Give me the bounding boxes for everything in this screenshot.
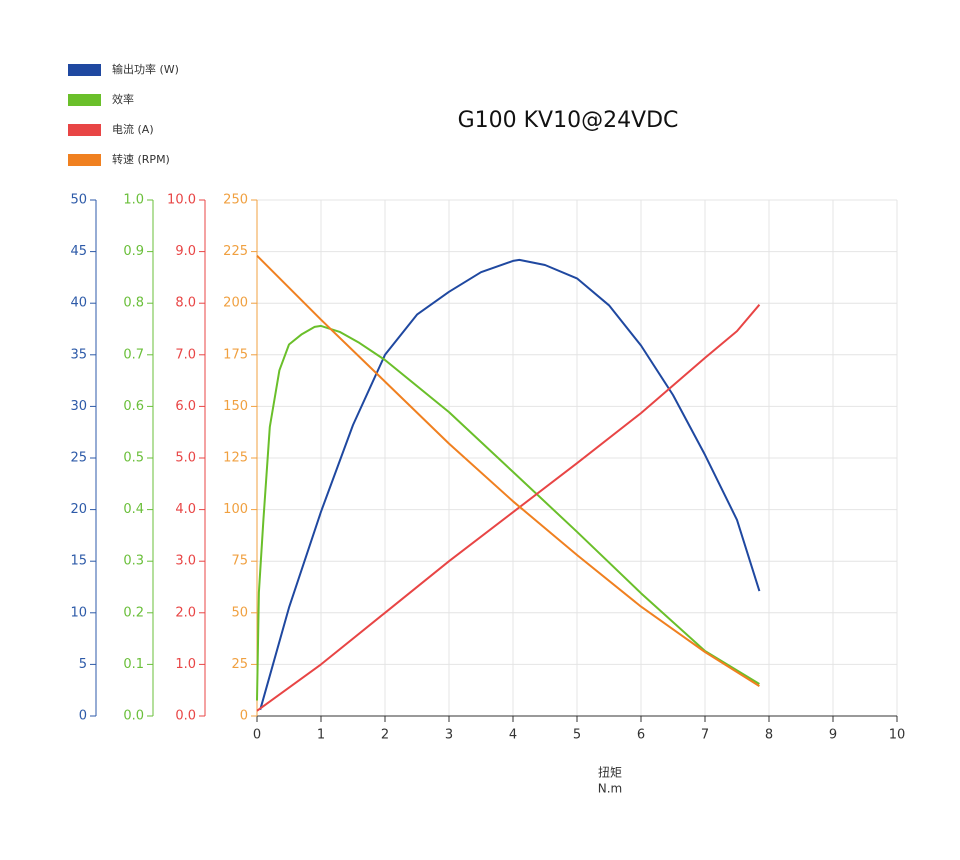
- chart-title: G100 KV10@24VDC: [458, 108, 679, 133]
- y-tick-label: 200: [223, 296, 248, 311]
- y-tick-label: 7.0: [175, 347, 196, 362]
- x-tick-label: 0: [253, 728, 261, 743]
- y-tick-label: 150: [223, 399, 248, 414]
- y-tick-label: 100: [223, 502, 248, 517]
- y-tick-label: 0.3: [123, 554, 144, 569]
- y-tick-label: 25: [70, 451, 87, 466]
- x-axis-label: 扭矩: [598, 766, 622, 780]
- series-line: [256, 304, 761, 712]
- y-tick-label: 20: [70, 502, 87, 517]
- y-tick-label: 0.5: [123, 451, 144, 466]
- legend-label: 电流 (A): [112, 122, 154, 136]
- y-tick-label: 0.9: [123, 244, 144, 259]
- y-tick-label: 0.4: [123, 502, 144, 517]
- y-tick-label: 10.0: [167, 193, 196, 208]
- x-tick-label: 8: [765, 728, 773, 743]
- y-tick-label: 0.8: [123, 296, 144, 311]
- y-tick-label: 45: [70, 244, 87, 259]
- y-tick-label: 0: [240, 709, 248, 724]
- y-tick-label: 0.7: [123, 347, 144, 362]
- series-line: [256, 254, 760, 687]
- y-tick-label: 4.0: [175, 502, 196, 517]
- y-tick-label: 250: [223, 193, 248, 208]
- y-tick-label: 175: [223, 347, 248, 362]
- x-tick-label: 2: [381, 728, 389, 743]
- legend-swatch: [68, 64, 101, 76]
- y-tick-label: 10: [70, 605, 87, 620]
- x-tick-label: 9: [829, 728, 837, 743]
- legend-label: 输出功率 (W): [112, 62, 179, 76]
- y-tick-label: 9.0: [175, 244, 196, 259]
- y-tick-label: 40: [70, 296, 87, 311]
- x-axis-unit: N.m: [598, 782, 622, 796]
- y-tick-label: 5: [79, 657, 87, 672]
- y-tick-label: 0.0: [123, 709, 144, 724]
- y-tick-label: 225: [223, 244, 248, 259]
- y-tick-label: 50: [70, 193, 87, 208]
- y-tick-label: 5.0: [175, 451, 196, 466]
- legend-swatch: [68, 154, 101, 166]
- y-tick-label: 0.0: [175, 709, 196, 724]
- y-tick-label: 2.0: [175, 605, 196, 620]
- y-tick-label: 0: [79, 709, 87, 724]
- y-tick-label: 35: [70, 347, 87, 362]
- series-line: [259, 258, 761, 711]
- y-tick-label: 6.0: [175, 399, 196, 414]
- y-tick-label: 75: [231, 554, 248, 569]
- x-tick-label: 6: [637, 728, 645, 743]
- y-tick-label: 30: [70, 399, 87, 414]
- y-tick-label: 125: [223, 451, 248, 466]
- series-line: [256, 324, 760, 701]
- y-tick-label: 50: [231, 605, 248, 620]
- x-tick-label: 10: [889, 728, 906, 743]
- legend-swatch: [68, 124, 101, 136]
- y-tick-label: 1.0: [123, 193, 144, 208]
- y-tick-label: 8.0: [175, 296, 196, 311]
- legend-label: 效率: [112, 92, 134, 106]
- y-tick-label: 0.1: [123, 657, 144, 672]
- legend-label: 转速 (RPM): [112, 152, 170, 166]
- y-tick-label: 1.0: [175, 657, 196, 672]
- y-tick-label: 0.6: [123, 399, 144, 414]
- y-tick-label: 15: [70, 554, 87, 569]
- x-tick-label: 3: [445, 728, 453, 743]
- x-tick-label: 7: [701, 728, 709, 743]
- legend-swatch: [68, 94, 101, 106]
- x-tick-label: 4: [509, 728, 517, 743]
- y-tick-label: 0.2: [123, 605, 144, 620]
- x-tick-label: 1: [317, 728, 325, 743]
- y-tick-label: 25: [231, 657, 248, 672]
- x-tick-label: 5: [573, 728, 581, 743]
- y-tick-label: 3.0: [175, 554, 196, 569]
